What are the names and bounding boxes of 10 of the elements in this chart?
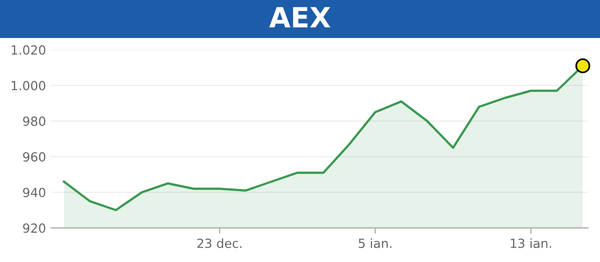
y-tick-label: 920 [23, 223, 46, 233]
y-tick-label: 960 [23, 152, 46, 162]
y-tick-label: 940 [23, 188, 46, 198]
x-tick-label: 23 dec. [197, 238, 242, 248]
x-tick-label: 13 ian. [510, 238, 552, 248]
x-tick-label: 5 ian. [358, 238, 392, 248]
y-tick-label: 980 [23, 116, 46, 126]
y-tick-label: 1.020 [12, 45, 46, 55]
chart-title: AEX [269, 7, 330, 28]
y-tick-label: 1.000 [12, 80, 46, 90]
